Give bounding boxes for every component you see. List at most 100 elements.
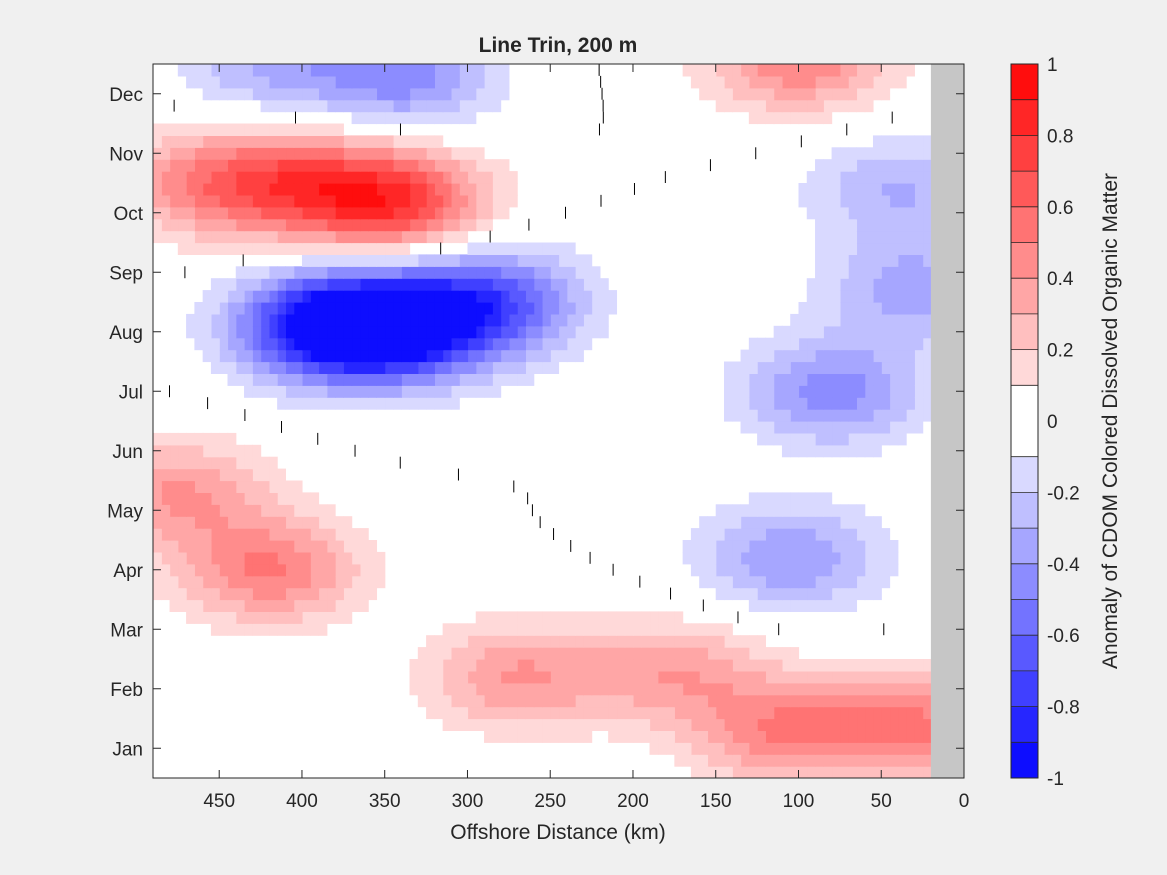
contour-cell [889,242,899,255]
contour-cell [161,206,171,220]
contour-cell [773,647,783,660]
contour-cell [806,194,816,208]
contour-cell [335,266,344,279]
contour-cell [823,528,833,541]
contour-cell [335,373,344,386]
contour-cell [666,730,675,743]
contour-cell [856,266,866,279]
contour-cell [881,290,891,303]
contour-cell [889,290,899,303]
contour-cell [815,766,824,778]
contour-cell [823,444,833,458]
contour-cell [500,611,510,624]
contour-cell [268,385,278,398]
contour-cell [409,230,419,244]
contour-cell [823,432,833,446]
contour-cell [376,385,386,398]
contour-cell [914,397,924,410]
contour-cell [781,575,791,589]
contour-cell [815,254,824,267]
contour-cell [707,659,717,672]
contour-cell [343,218,353,232]
contour-cell [285,302,295,315]
contour-cell [856,361,866,374]
contour-cell [318,516,328,529]
contour-cell [161,230,171,244]
contour-cell [922,718,932,731]
contour-cell [550,682,560,696]
contour-cell [724,87,733,101]
contour-cell [815,325,824,339]
contour-cell [252,159,262,172]
contour-cell [765,587,775,601]
contour-cell [757,718,766,731]
contour-cell [889,218,899,232]
contour-cell [318,611,328,624]
contour-cell [285,242,295,255]
contour-cell [202,135,212,148]
contour-cell [517,682,526,696]
contour-cell [343,599,353,612]
contour-cell [790,349,800,363]
contour-cell [566,659,576,672]
contour-cell [210,587,220,601]
contour-cell [864,682,874,696]
contour-cell [815,183,824,196]
contour-cell [169,206,179,220]
contour-cell [914,313,924,327]
contour-cell [210,611,220,624]
contour-cell [740,730,750,743]
contour-cell [417,147,427,160]
contour-cell [790,337,800,351]
contour-cell [558,718,568,731]
contour-cell [326,99,336,113]
contour-cell [492,623,502,636]
contour-cell [194,135,204,148]
contour-cell [219,218,229,232]
contour-cell [186,528,195,541]
contour-cell [484,278,493,291]
colorbar-band [1011,742,1038,779]
contour-cell [277,242,287,255]
contour-cell [459,218,469,232]
contour-cell [831,218,841,232]
contour-cell [757,647,766,660]
contour-cell [765,492,775,505]
contour-cell [856,551,866,565]
contour-cell [856,64,866,77]
contour-cell [591,611,601,624]
contour-cell [806,492,816,505]
contour-cell [227,444,237,458]
contour-cell [268,349,278,363]
contour-cell [533,623,543,636]
contour-cell [475,290,485,303]
contour-cell [872,730,882,743]
contour-cell [790,706,800,720]
contour-cell [922,242,932,255]
contour-cell [252,456,262,470]
contour-cell [326,504,336,517]
contour-cell [484,64,493,77]
contour-cell [153,159,162,172]
contour-cell [244,587,253,601]
contour-cell [872,718,882,731]
contour-cell [318,278,328,291]
contour-cell [293,480,303,493]
contour-cell [392,373,402,386]
contour-cell [285,266,295,279]
contour-cell [219,64,229,77]
contour-cell [268,87,278,101]
contour-cell [541,611,551,624]
contour-cell [831,730,841,743]
contour-cell [202,242,212,255]
contour-cell [310,599,320,612]
contour-cell [450,385,460,398]
contour-cell [790,397,800,410]
contour-cell [599,682,609,696]
contour-cell [293,147,303,160]
contour-cell [757,64,766,77]
contour-cell [798,575,808,589]
contour-cell [194,147,204,160]
contour-cell [484,373,493,386]
contour-cell [376,230,386,244]
